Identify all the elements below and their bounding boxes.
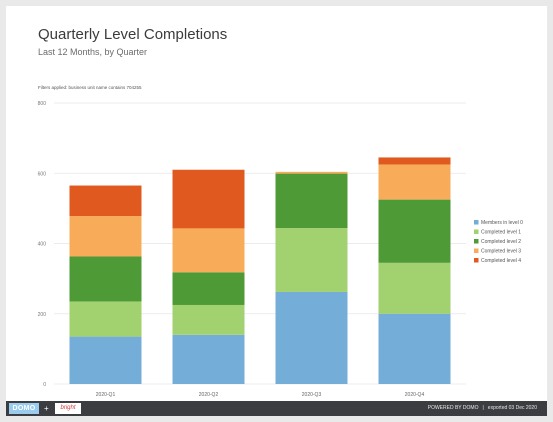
plus-icon: + [44,404,49,413]
bar-segment [172,304,245,335]
bar-segment [378,157,451,165]
y-tick-label: 400 [38,242,47,248]
bar-segment [275,228,348,292]
legend: Members in level 0 Completed level 1 Compl… [474,220,523,264]
bar-segment [378,313,451,384]
bar-segment [69,216,142,257]
domo-logo: DOMO [9,403,39,414]
chart-subtitle: Last 12 Months, by Quarter [38,47,148,57]
x-tick-label: 2020-Q4 [405,392,425,398]
legend-label: Completed level 1 [481,230,521,236]
powered-by-text: POWERED BY DOMO [427,405,479,411]
bar-segment [378,164,451,200]
bar-segment [172,228,245,273]
bar-segment [69,336,142,384]
export-date-text: exported 03 Dec 2020 [487,405,537,411]
bar-segment [69,301,142,337]
card: Quarterly Level Completions Last 12 Mont… [6,6,547,416]
legend-swatch [474,248,479,253]
y-tick-label: 200 [38,312,47,318]
legend-label: Completed level 4 [481,258,521,264]
legend-swatch [474,258,479,263]
bar-segment [69,185,142,217]
bar-segment [275,171,348,174]
bar-segment [172,169,245,229]
bar-segment [172,272,245,305]
footer-text: POWERED BY DOMO | exported 03 Dec 2020 [428,401,537,416]
x-tick-label: 2020-Q1 [96,392,116,398]
filters-applied-text: Filters applied: business unit name cont… [38,85,142,90]
bar-segment [69,256,142,302]
legend-label: Members in level 0 [481,220,523,226]
bar-segment [378,262,451,314]
x-tick-label: 2020-Q2 [199,392,219,398]
legend-label: Completed level 3 [481,249,521,255]
chart-title: Quarterly Level Completions [38,26,228,43]
legend-swatch [474,220,479,225]
legend-swatch [474,229,479,234]
bar-segment [172,334,245,384]
partner-logo: bright [55,403,81,414]
bar-segment [378,199,451,263]
bar-segment [275,173,348,229]
footer-bar: DOMO + bright POWERED BY DOMO | exported 0… [6,401,547,416]
legend-swatch [474,239,479,244]
stacked-bar-chart: 0 200 400 600 800 2020-Q1 2020-Q2 2020-Q3 2020-Q… [38,101,524,398]
legend-label: Completed level 2 [481,239,521,245]
footer-separator: | [482,405,484,411]
y-tick-label: 600 [38,171,47,177]
bar-segment [275,291,348,384]
axis-labels: 0 200 400 600 800 2020-Q1 2020-Q2 2020-Q3 2020-Q… [38,101,425,398]
bars [69,157,451,384]
y-tick-label: 800 [38,101,47,107]
y-tick-label: 0 [43,382,46,388]
x-tick-label: 2020-Q3 [302,392,322,398]
